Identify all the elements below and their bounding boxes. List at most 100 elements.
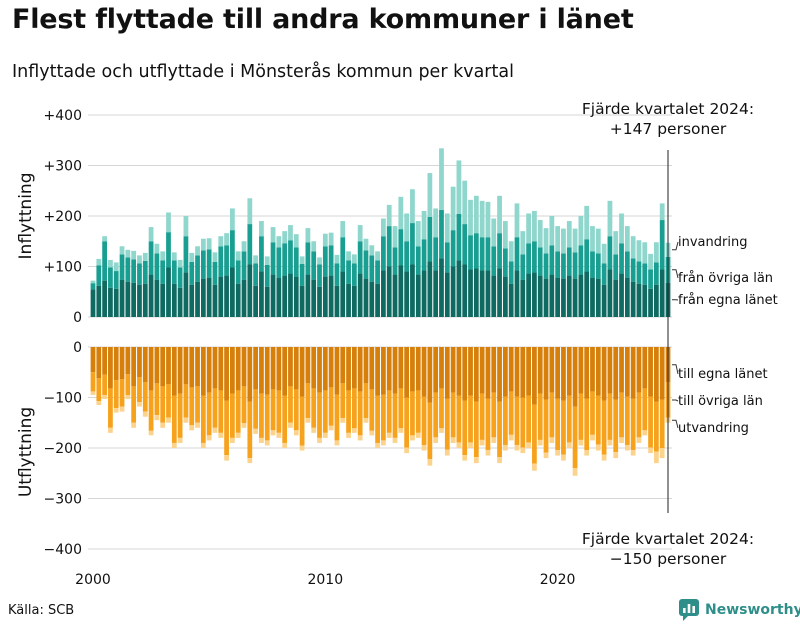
bar-in-egna-lanet (595, 278, 601, 317)
bar-in-invandring (195, 246, 200, 256)
bar-out-ovriga-lan (137, 377, 142, 403)
bar-in-invandring (154, 243, 160, 254)
bar-out-egna-lanet (456, 347, 462, 396)
bar-in-egna-lanet (497, 268, 502, 317)
bar-in-ovriga-lan (230, 230, 235, 268)
bar-out-utvandring (398, 428, 404, 433)
bar-out-ovriga-lan (502, 396, 508, 445)
bar-out-egna-lanet (444, 347, 450, 399)
bar-out-ovriga-lan (607, 393, 613, 440)
bar-out-ovriga-lan (351, 388, 357, 429)
bar-out-utvandring (433, 437, 439, 443)
bar-in-ovriga-lan (171, 260, 177, 284)
bar-in-egna-lanet (648, 288, 653, 317)
bar-in-egna-lanet (537, 275, 543, 317)
bar-out-utvandring (253, 428, 258, 434)
bar-in-ovriga-lan (613, 254, 619, 280)
bar-in-ovriga-lan (276, 247, 282, 278)
bar-in-invandring (230, 208, 235, 231)
bar-out-egna-lanet (578, 347, 584, 394)
bar-in-ovriga-lan (102, 241, 107, 281)
bar-in-egna-lanet (177, 287, 183, 317)
bar-in-invandring (532, 210, 537, 242)
bar-in-ovriga-lan (654, 262, 659, 285)
bar-out-ovriga-lan (462, 400, 468, 456)
bar-out-utvandring (125, 394, 131, 400)
bar-in-egna-lanet (293, 276, 299, 317)
source-note: Källa: SCB (8, 603, 75, 618)
bar-in-ovriga-lan (195, 255, 200, 282)
bar-in-ovriga-lan (642, 263, 648, 285)
bar-in-invandring (253, 255, 258, 264)
bar-out-ovriga-lan (154, 383, 160, 416)
bar-in-egna-lanet (468, 269, 473, 317)
bar-out-ovriga-lan (90, 372, 96, 392)
bar-out-utvandring (90, 391, 96, 395)
ytick-label-out: −400 (44, 542, 82, 558)
bar-out-ovriga-lan (398, 388, 404, 429)
bar-in-invandring (235, 251, 241, 261)
bar-out-utvandring (479, 439, 485, 446)
bar-in-egna-lanet (410, 264, 415, 317)
bar-out-egna-lanet (537, 347, 543, 394)
bar-out-egna-lanet (659, 347, 665, 400)
bar-out-ovriga-lan (305, 383, 311, 419)
bar-in-invandring (381, 218, 386, 237)
bar-in-ovriga-lan (543, 253, 549, 279)
bar-out-utvandring (450, 437, 456, 443)
bar-in-ovriga-lan (317, 264, 322, 287)
bar-out-ovriga-lan (543, 399, 549, 453)
bar-out-egna-lanet (108, 347, 113, 389)
bar-out-egna-lanet (102, 347, 107, 375)
bar-out-utvandring (648, 447, 653, 454)
bar-out-ovriga-lan (654, 401, 659, 452)
yticks-utflyttning: 0 −100 −200 −300 −400 (44, 340, 82, 558)
bar-out-ovriga-lan (218, 390, 224, 433)
legend-out-label: utvandring (678, 421, 749, 436)
bar-out-utvandring (537, 439, 543, 446)
bar-in-egna-lanet (392, 274, 398, 317)
bar-out-ovriga-lan (282, 395, 288, 443)
bar-in-ovriga-lan (555, 251, 561, 278)
bar-in-invandring (317, 257, 322, 265)
bar-out-utvandring (381, 440, 386, 446)
bar-out-utvandring (113, 408, 119, 413)
bar-in-egna-lanet (619, 273, 624, 317)
bar-in-invandring (468, 199, 473, 236)
bar-in-egna-lanet (282, 275, 288, 317)
bar-in-invandring (624, 226, 630, 252)
bar-out-ovriga-lan (346, 390, 351, 433)
bar-in-ovriga-lan (247, 224, 253, 265)
bar-out-egna-lanet (595, 347, 601, 396)
bar-in-ovriga-lan (137, 263, 142, 285)
bar-out-egna-lanet (439, 347, 444, 389)
bar-in-invandring (421, 210, 427, 240)
bar-in-invandring (619, 213, 624, 244)
bar-out-ovriga-lan (549, 392, 555, 438)
bar-out-egna-lanet (479, 347, 485, 394)
bar-in-invandring (555, 226, 561, 252)
bar-out-utvandring (502, 444, 508, 451)
bar-in-egna-lanet (433, 270, 439, 317)
bar-in-egna-lanet (526, 273, 531, 317)
bar-in-invandring (572, 228, 578, 253)
bar-in-invandring (485, 201, 491, 238)
bar-out-ovriga-lan (270, 389, 276, 431)
bar-in-ovriga-lan (119, 254, 125, 280)
bar-out-egna-lanet (96, 347, 102, 379)
bar-out-ovriga-lan (119, 379, 125, 407)
bar-in-ovriga-lan (439, 209, 444, 259)
bar-out-egna-lanet (160, 347, 166, 387)
bar-in-ovriga-lan (630, 258, 636, 282)
bar-in-invandring (375, 251, 380, 261)
bar-out-ovriga-lan (613, 399, 619, 453)
bar-out-egna-lanet (462, 347, 468, 401)
bar-in-egna-lanet (264, 286, 270, 317)
bar-in-invandring (357, 225, 363, 242)
bar-in-egna-lanet (450, 266, 456, 317)
bar-out-ovriga-lan (206, 392, 212, 436)
bar-out-egna-lanet (200, 347, 206, 396)
bar-in-ovriga-lan (166, 232, 171, 268)
bar-out-utvandring (195, 422, 200, 428)
bar-in-invandring (514, 203, 520, 238)
